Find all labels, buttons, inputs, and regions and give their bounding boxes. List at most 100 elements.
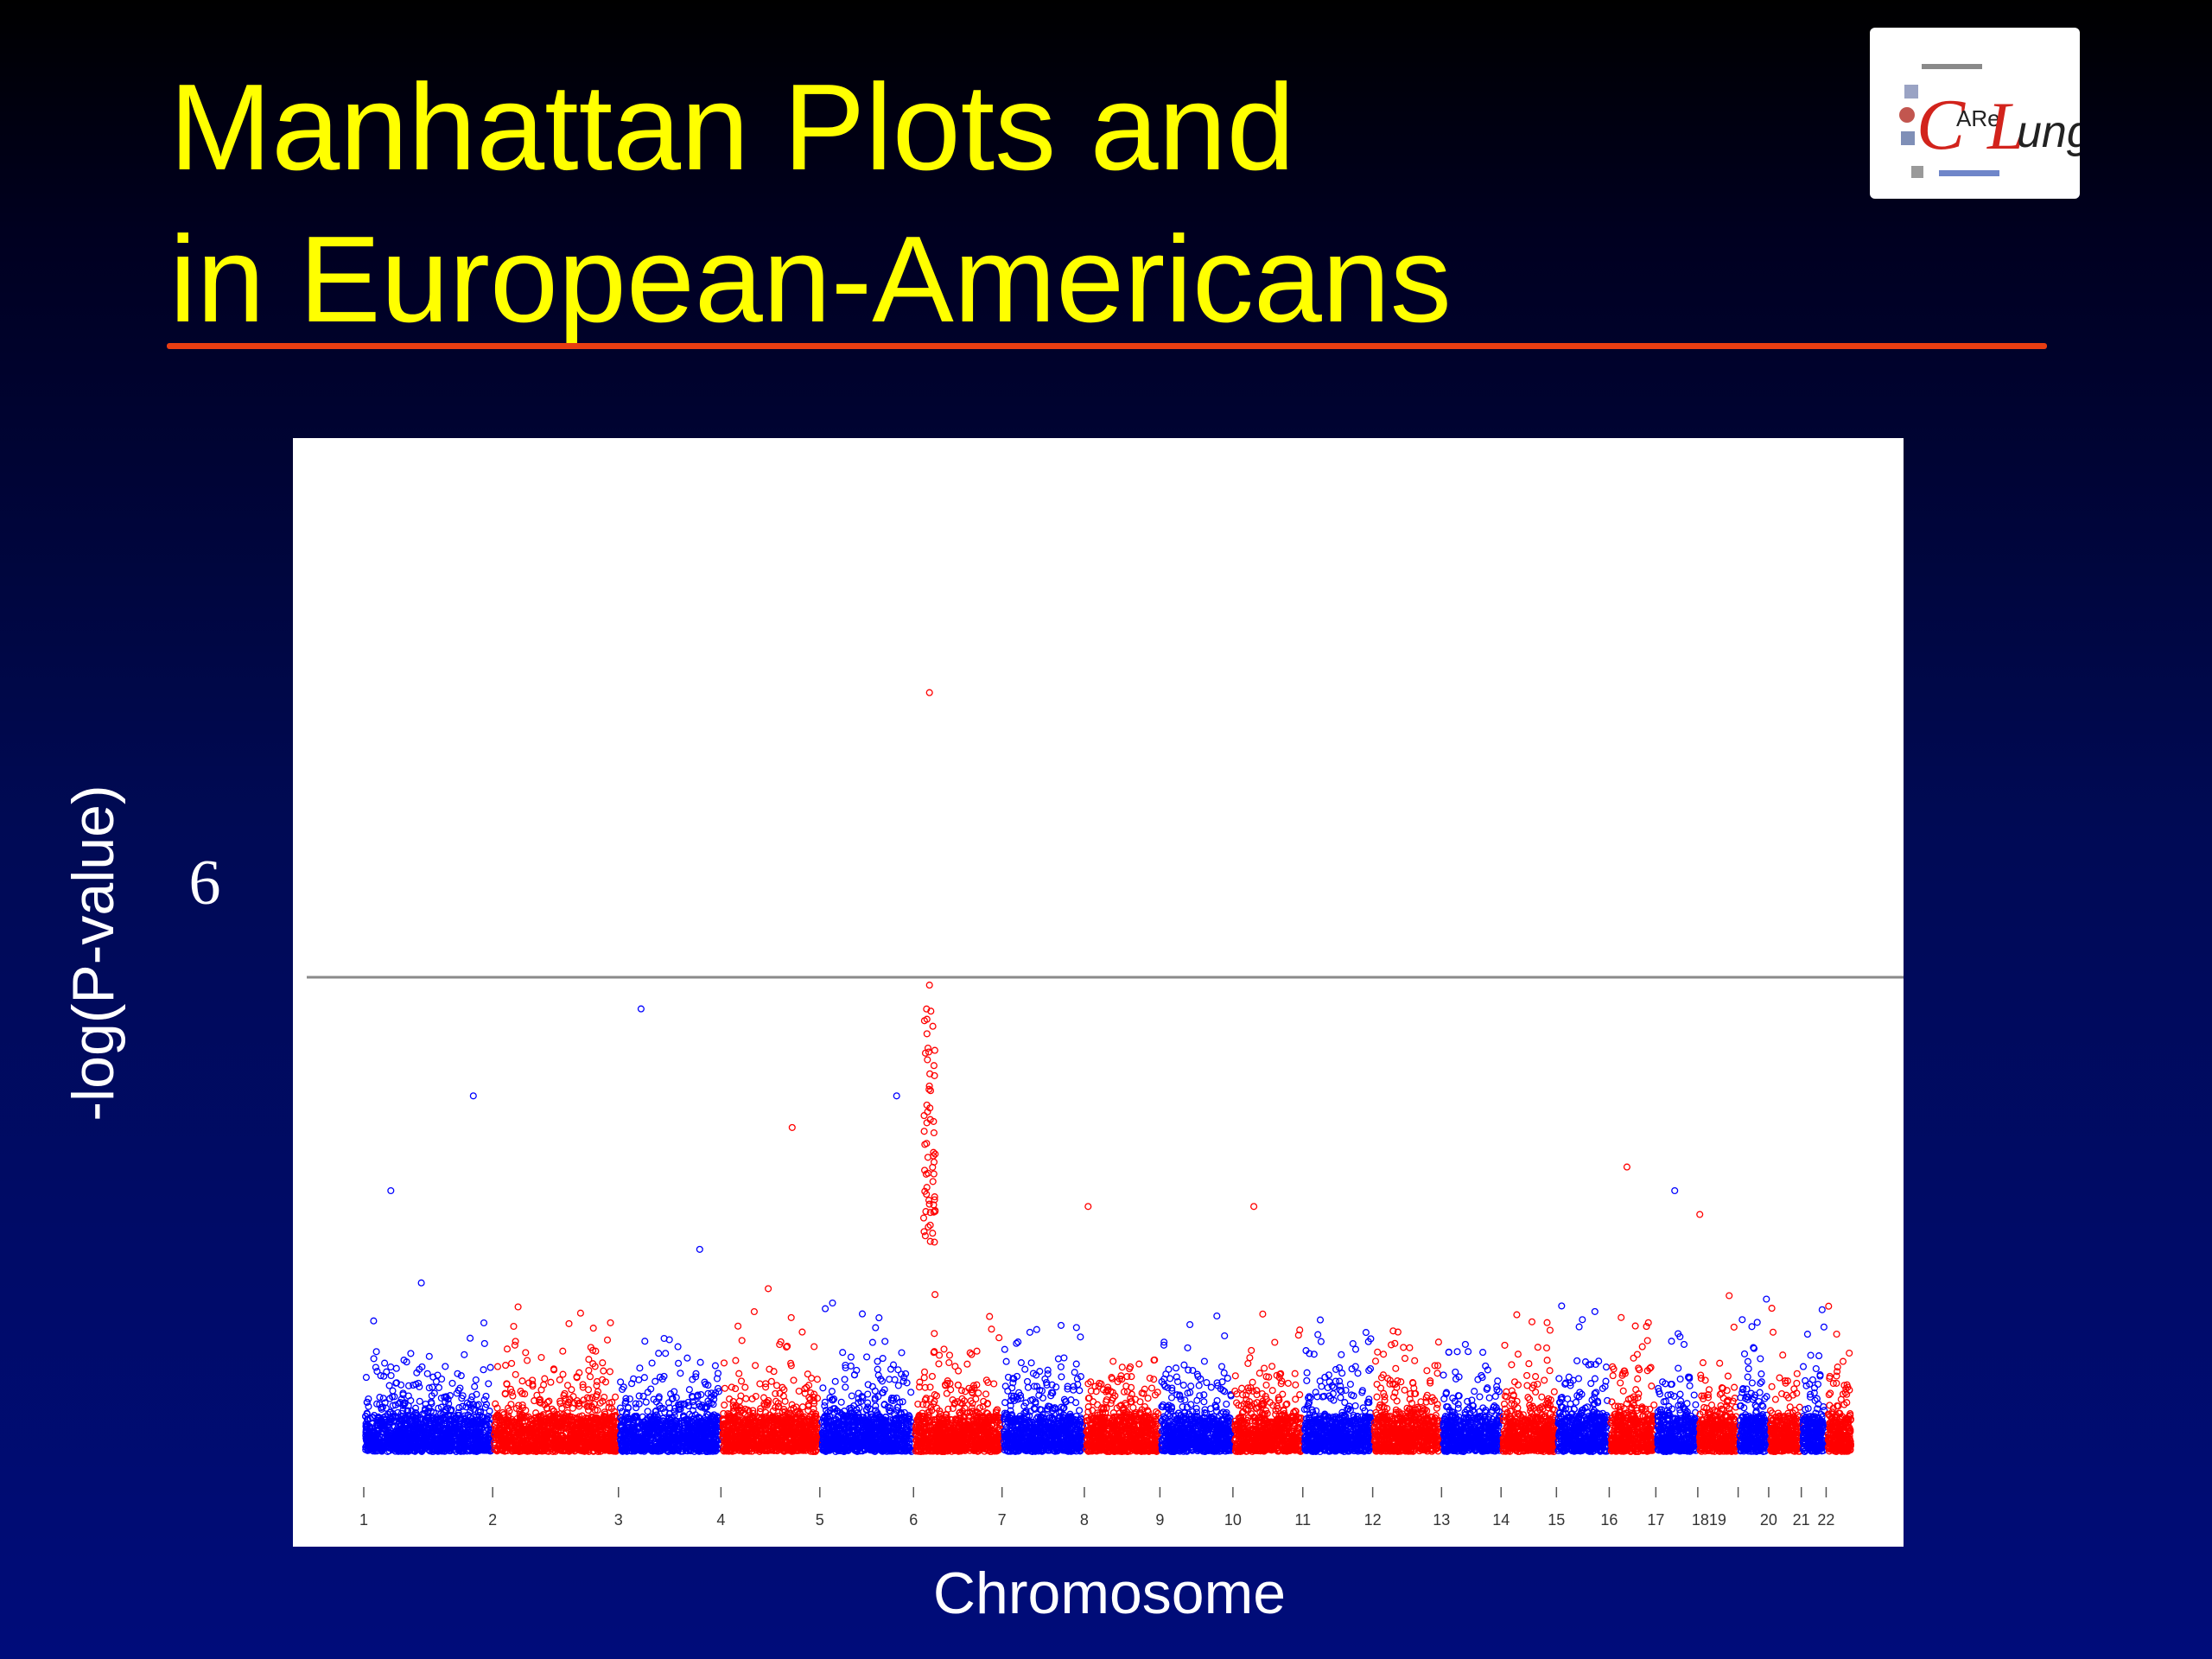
snp-point [732,1357,740,1364]
snp-point [373,1400,381,1408]
snp-point [514,1303,522,1311]
logo-detail-seal [1899,107,1915,123]
snp-point [798,1328,806,1336]
snp-point [512,1370,519,1378]
snp-point [606,1368,613,1376]
snp-point [781,1397,789,1405]
snp-point [767,1377,775,1385]
snp-point [480,1319,488,1327]
snp-point [472,1376,480,1384]
snp-point [839,1349,847,1357]
snp-point [372,1363,379,1371]
snp-point [362,1374,370,1382]
snp-point [569,1404,576,1412]
snp-point [585,1366,593,1375]
snp-point [365,1402,372,1410]
snp-point [373,1368,381,1376]
snp-point [512,1338,519,1345]
snp-point [813,1376,821,1383]
snp-point [467,1334,474,1342]
snp-point [524,1357,531,1364]
snp-point [640,1374,648,1382]
snp-point [848,1392,855,1400]
snp-point [772,1382,781,1389]
snp-point [907,1389,915,1396]
snp-point [381,1359,389,1367]
snp-point [387,1363,395,1371]
snp-point [372,1348,380,1356]
snp-point [881,1338,889,1345]
logo-text-ung: ung [2017,107,2080,157]
snp-point [502,1362,510,1370]
logo-detail-badge [1904,85,1918,99]
snp-point [734,1322,742,1330]
snp-point [655,1350,663,1357]
logo-detail-mark [1911,166,1923,178]
manhattan-plot: 1 2 3 4 5 6 7 8 9 10 11 12 13 14 15 16 17 1819 20 21 22 [307,689,1904,1529]
slide-title-line-2: in European-Americans [169,204,1452,356]
snp-point [787,1313,795,1321]
logo-detail-emblem [1901,131,1915,145]
snp-point [711,1362,719,1370]
snp-point [370,1355,378,1363]
snp-point [720,1359,728,1367]
snp-point [765,1285,772,1293]
snp-point [863,1353,871,1361]
snp-point [696,1245,703,1253]
snp-point [586,1373,594,1381]
snp-point [480,1339,488,1347]
logo-letter-c: C [1916,85,1966,165]
snp-point [556,1376,563,1383]
snp-point [537,1353,545,1362]
snp-point [617,1378,625,1386]
snp-point [448,1379,456,1387]
snp-point [467,1408,474,1415]
snp-point [442,1363,449,1370]
snp-point [612,1393,620,1401]
snp-point [868,1338,876,1346]
snp-point [485,1380,493,1388]
snp-point [858,1310,867,1318]
snp-point [599,1359,607,1367]
snp-point [559,1347,567,1355]
snp-point [894,1382,902,1389]
snp-point [435,1383,443,1391]
logo-text-are: ARe [1956,105,2000,131]
snp-point [652,1377,659,1385]
snp-point [738,1337,746,1344]
snp-point [568,1386,575,1394]
snp-point [795,1387,803,1395]
snp-point [737,1377,746,1385]
snp-point [798,1403,807,1411]
snp-point [721,1402,728,1409]
care-lung-logo-graphic: C ARe L ung [1899,64,2080,178]
snp-point [471,1382,479,1390]
snp-point [416,1397,423,1405]
snp-point [641,1338,649,1345]
snp-point [480,1366,487,1374]
snp-point [636,1364,644,1372]
snp-point [728,1383,735,1391]
snp-point [847,1353,855,1361]
snp-point [589,1325,597,1332]
snp-point [804,1370,811,1378]
snp-point [510,1322,518,1331]
snp-point [438,1375,446,1383]
snp-point [831,1377,839,1385]
snp-point [547,1378,555,1386]
snp-point [429,1383,436,1391]
manhattan-plot-panel: 1 2 3 4 5 6 7 8 9 10 11 12 13 14 15 16 17 1819 20 21 22 [293,438,1904,1547]
snp-point [639,1392,647,1400]
slide-title: Manhattan Plots and in European-American… [169,52,1452,356]
snp-point [902,1370,910,1377]
snp-point [576,1309,584,1317]
snp-point [829,1299,836,1307]
snp-point [741,1383,749,1391]
snp-point [648,1359,656,1367]
snp-point [508,1359,516,1367]
snp-point [662,1350,670,1357]
snp-point [735,1370,743,1377]
snp-point [423,1370,431,1377]
snp-point [417,1279,425,1287]
snp-point [540,1381,548,1389]
